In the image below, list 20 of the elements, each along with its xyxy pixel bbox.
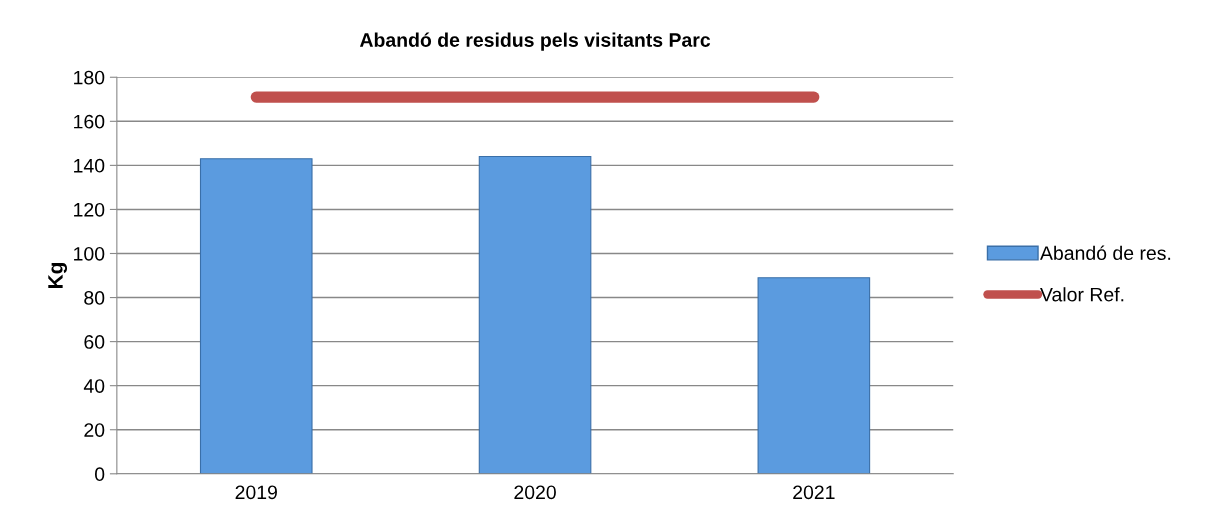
y-tick-label: 180	[74, 70, 105, 85]
x-tick-label: 2019	[235, 485, 277, 500]
legend-label: Abandó de res.	[1040, 245, 1171, 261]
y-tick-label: 60	[84, 335, 105, 349]
y-tick-label: 140	[74, 158, 105, 173]
bar	[478, 156, 592, 474]
y-tick-label: 100	[74, 246, 105, 261]
x-tick-label: 2021	[793, 485, 835, 500]
bar	[757, 277, 871, 474]
y-tick-label: 160	[74, 114, 105, 129]
y-tick-label: 40	[83, 379, 105, 393]
y-tick-label: 20	[84, 423, 105, 437]
x-tick-label: 2020	[514, 485, 556, 500]
y-tick-label: 120	[74, 202, 105, 217]
y-tick-label: 0	[94, 467, 105, 482]
chart-title: Abandó de residus pels visitants Parc	[359, 32, 711, 51]
legend-label: Valor Ref.	[1040, 287, 1124, 302]
y-tick-label: 80	[84, 291, 105, 305]
y-axis-title: Kg	[48, 263, 68, 289]
bar	[199, 158, 313, 474]
